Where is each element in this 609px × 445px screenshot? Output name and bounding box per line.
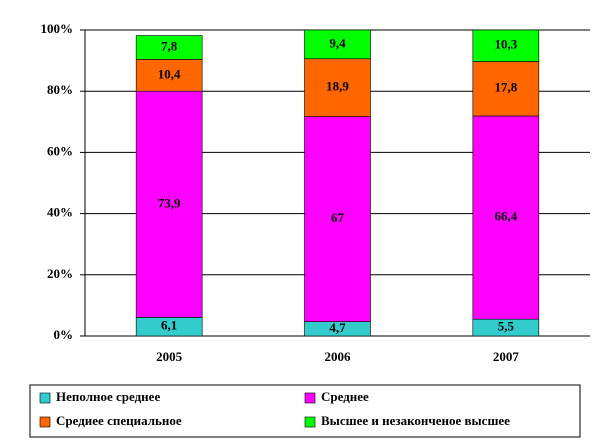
y-tick-label: 80% xyxy=(47,82,73,97)
legend-label: Высшее и незаконченое высшее xyxy=(321,413,510,428)
y-tick-label: 0% xyxy=(54,327,74,342)
value-label: 9,4 xyxy=(329,35,346,50)
value-label: 18,9 xyxy=(326,79,349,94)
y-tick-label: 100% xyxy=(41,21,74,36)
x-tick-label: 2007 xyxy=(493,349,520,364)
value-label: 10,3 xyxy=(494,37,517,52)
x-tick-label: 2005 xyxy=(156,349,183,364)
bar-segment xyxy=(304,29,371,60)
value-label: 10,4 xyxy=(158,66,181,81)
bar-segment xyxy=(472,115,540,320)
value-label: 17,8 xyxy=(494,80,517,95)
value-label: 5,5 xyxy=(498,319,515,334)
legend-swatch xyxy=(39,392,51,404)
bar-segment xyxy=(472,29,540,62)
y-tick-label: 40% xyxy=(47,205,73,220)
value-label: 67 xyxy=(331,210,345,225)
value-label: 73,9 xyxy=(158,195,181,210)
legend-swatch xyxy=(39,416,51,428)
bar-segment xyxy=(135,59,203,92)
value-label: 7,8 xyxy=(161,38,178,53)
value-label: 66,4 xyxy=(494,209,517,224)
legend-label: Неполное среднее xyxy=(56,389,160,404)
bar-segment xyxy=(135,35,203,60)
legend-swatch xyxy=(304,416,316,428)
y-tick-label: 20% xyxy=(47,266,73,281)
bar-segment xyxy=(135,90,203,318)
legend-label: Средиее специальное xyxy=(56,413,182,428)
value-label: 4,7 xyxy=(329,320,346,335)
legend-swatch xyxy=(304,392,316,404)
y-tick-label: 60% xyxy=(47,143,73,158)
bar-segment xyxy=(304,58,371,117)
legend-label: Среднее xyxy=(321,389,369,404)
bar-segment xyxy=(304,116,371,322)
x-tick-label: 2006 xyxy=(325,349,352,364)
value-label: 6,1 xyxy=(161,318,177,333)
